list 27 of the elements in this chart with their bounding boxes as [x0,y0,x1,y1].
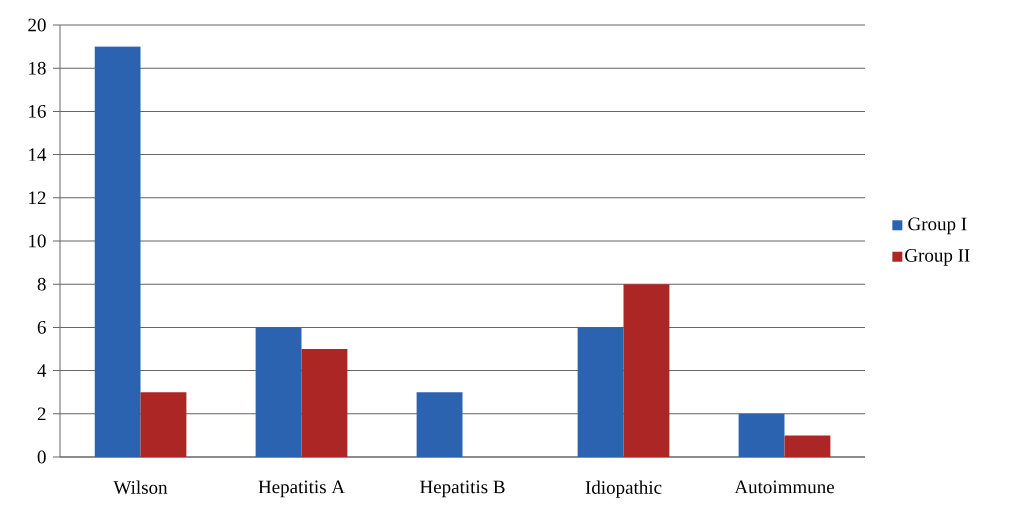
bar [255,327,302,457]
y-tick-label: 14 [29,148,47,161]
y-tick-label: 16 [29,105,46,118]
x-tick-label: Idiopathic [585,480,662,498]
bar [140,392,187,457]
bar [577,327,624,457]
bar [784,435,831,457]
x-tick-label: Wilson [113,480,168,494]
bar [416,392,463,457]
y-tick-label: 4 [37,364,47,377]
x-tick-label: Hepatitis A [258,480,345,498]
y-tick-label: 6 [37,321,46,334]
legend-label: Group I [908,217,967,235]
y-tick-label: 18 [29,61,46,75]
x-tick-label: Autoimmune [734,480,834,494]
bar [94,46,141,457]
bar [738,413,785,457]
y-tick-label: 8 [37,277,46,291]
y-tick-label: 2 [37,407,46,421]
legend-label: Group II [905,249,970,266]
bar [301,349,348,457]
y-tick-label: 10 [29,234,46,248]
y-tick-label: 12 [29,191,46,205]
y-tick-label: 0 [37,450,46,464]
bar [623,284,670,457]
x-tick-label: Hepatitis B [420,480,505,498]
y-tick-label: 20 [28,18,46,32]
